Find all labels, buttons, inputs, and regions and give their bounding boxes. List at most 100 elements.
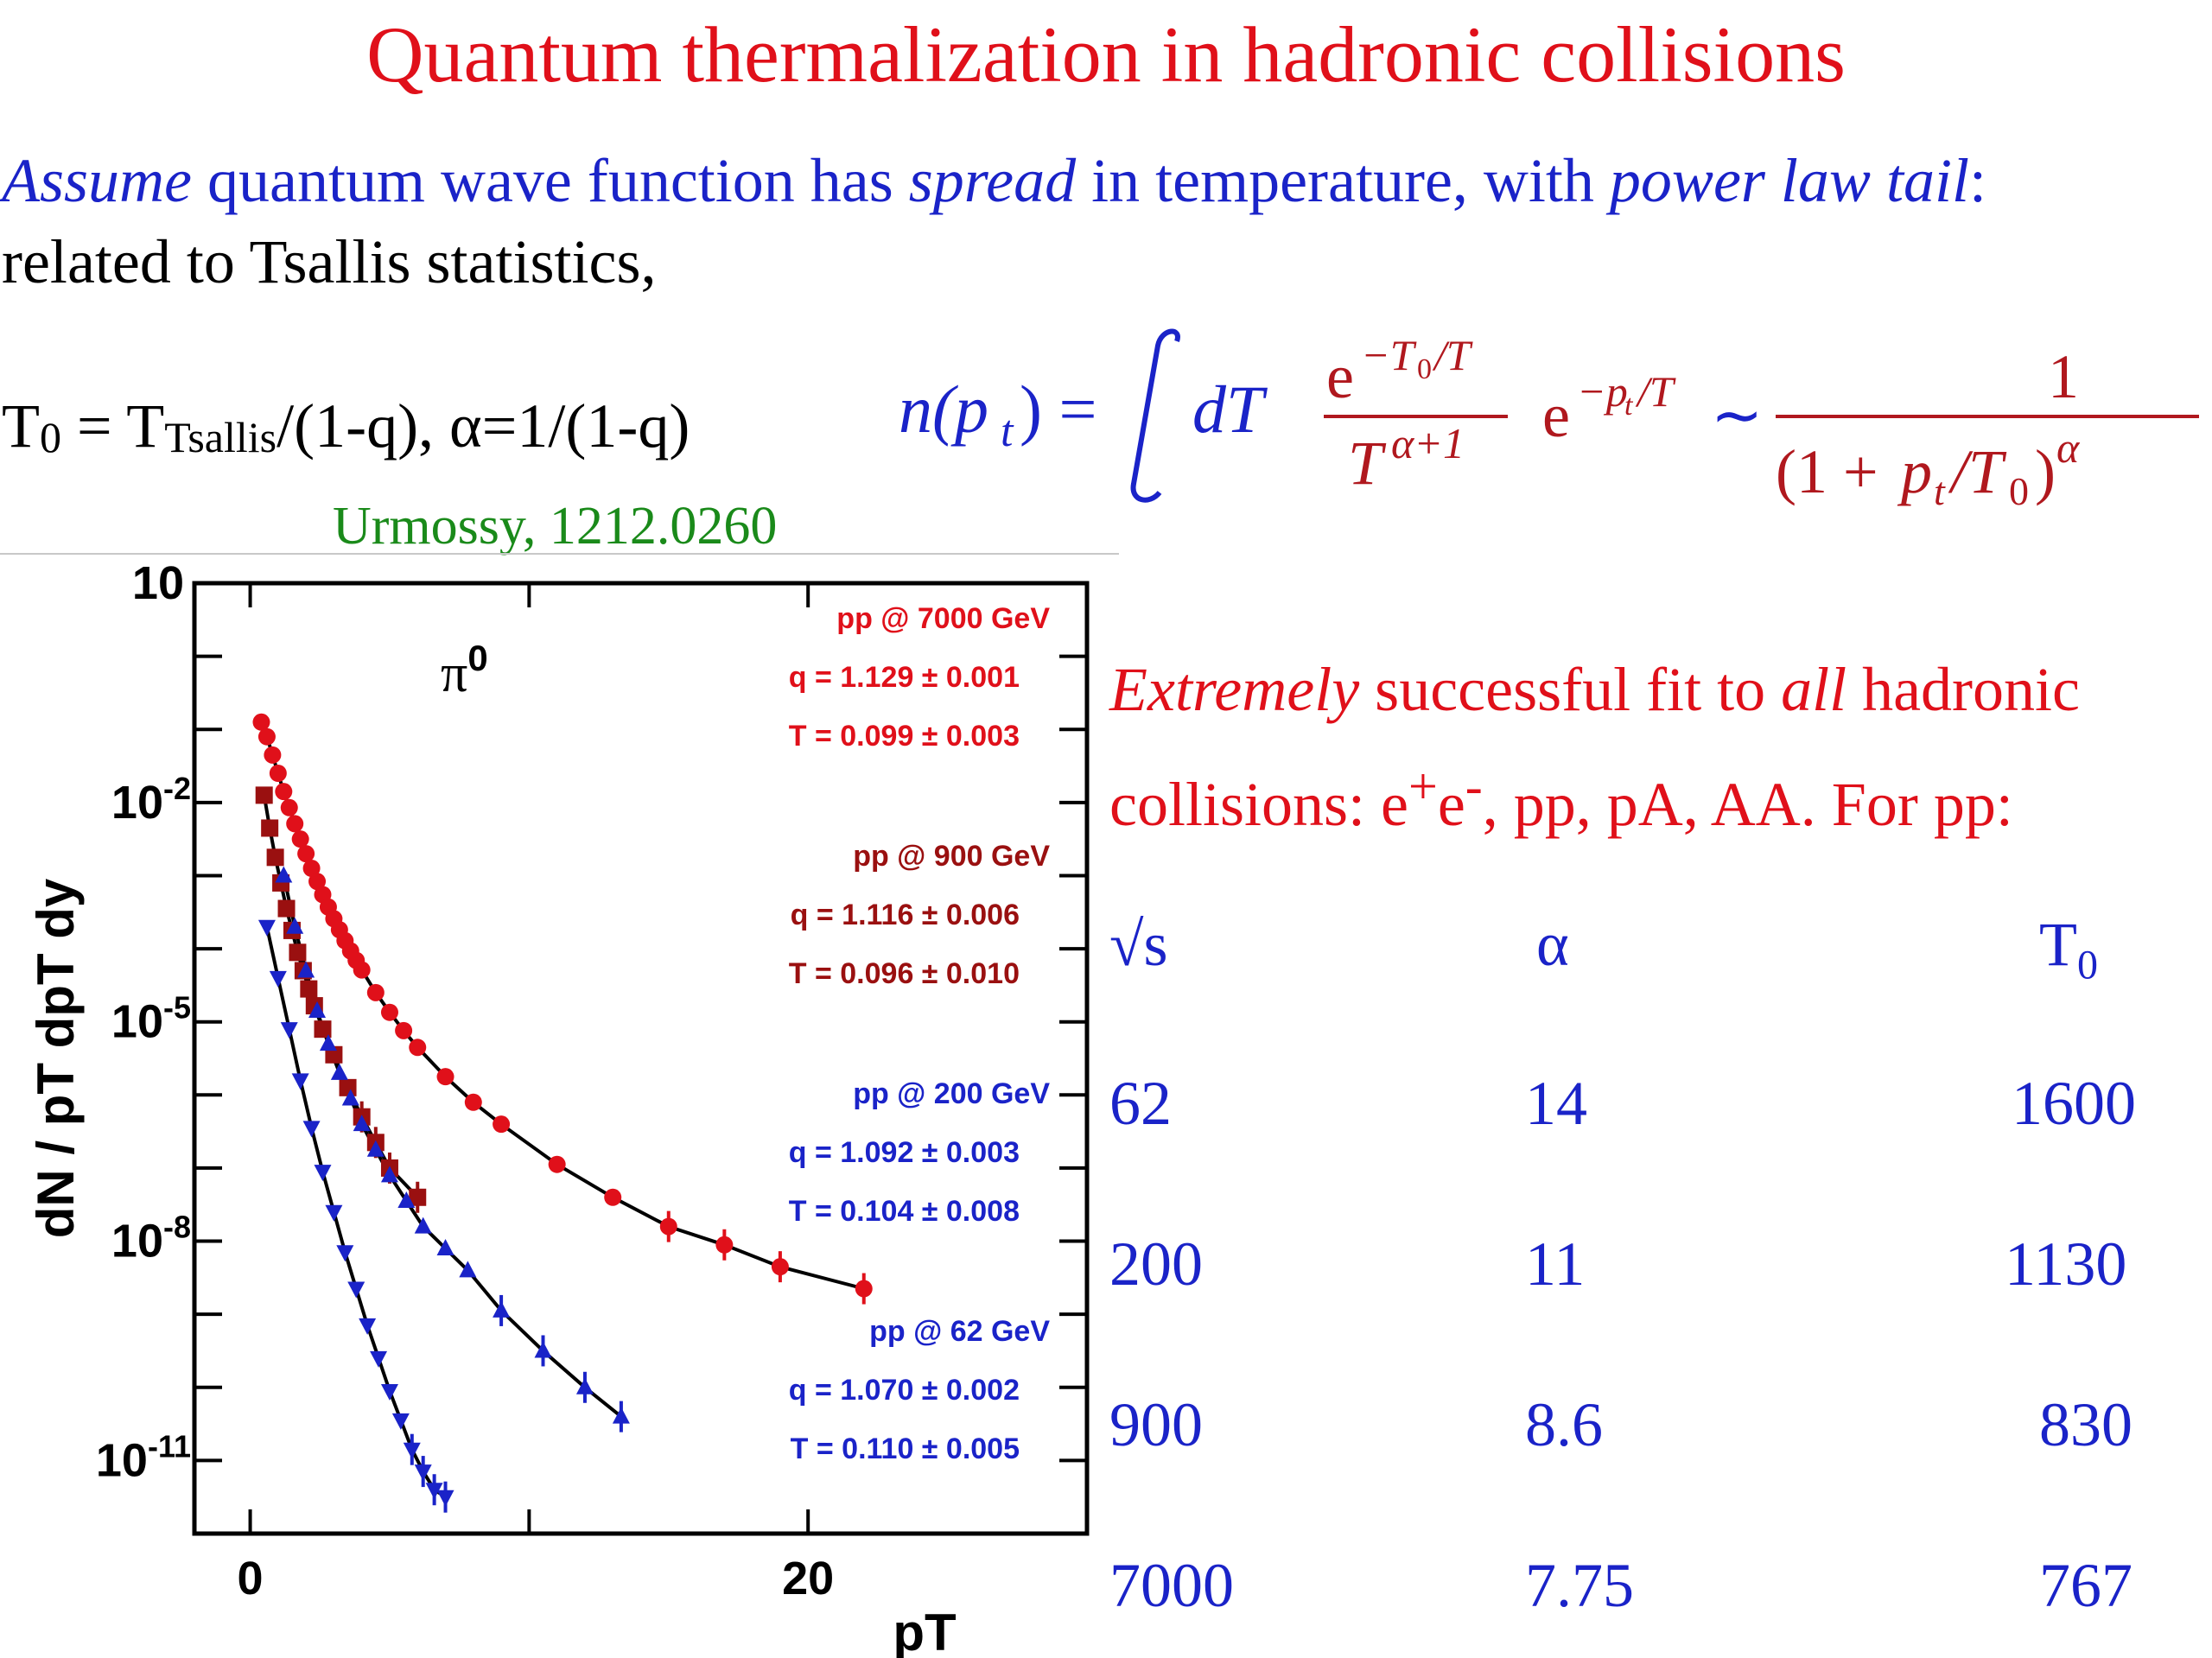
svg-text:−T: −T bbox=[1361, 331, 1417, 379]
data-point bbox=[280, 798, 298, 816]
svg-text:e: e bbox=[1542, 381, 1570, 450]
tdef-sub: Tsallis bbox=[164, 413, 277, 461]
data-point bbox=[436, 1239, 454, 1255]
svg-text:e: e bbox=[1326, 342, 1354, 411]
legend-t: T = 0.110 ± 0.005 bbox=[791, 1432, 1020, 1465]
fit-sup: - bbox=[1465, 758, 1483, 815]
y-tick-label: 10 bbox=[132, 557, 184, 609]
data-point bbox=[370, 1350, 388, 1368]
table-cell: 7000 bbox=[1109, 1551, 1234, 1620]
tdef-part: T bbox=[2, 391, 40, 461]
intro-text: in temperature, with bbox=[1076, 146, 1610, 215]
svg-text:): ) bbox=[2035, 437, 2056, 506]
intro-text: : bbox=[1968, 146, 1986, 215]
svg-text:dT: dT bbox=[1192, 372, 1268, 447]
data-point bbox=[261, 819, 279, 837]
data-point bbox=[548, 1155, 566, 1173]
data-point bbox=[459, 1261, 477, 1278]
citation: Urmossy, 1212.0260 bbox=[333, 497, 778, 556]
legend-series-name: pp @ 200 GeV bbox=[853, 1077, 1050, 1110]
y-tick-label: 10-5 bbox=[111, 990, 191, 1048]
svg-text:p: p bbox=[1897, 437, 1932, 506]
legend-t: T = 0.104 ± 0.008 bbox=[789, 1195, 1020, 1228]
fit-all: all bbox=[1781, 655, 1847, 724]
data-point bbox=[314, 1020, 332, 1039]
data-point bbox=[359, 1318, 377, 1335]
data-point bbox=[297, 961, 315, 978]
fit-text: successful fit to bbox=[1359, 655, 1782, 724]
y-tick-label: 10-8 bbox=[111, 1210, 191, 1267]
fit-text: e bbox=[1437, 770, 1465, 839]
legend-t: T = 0.099 ± 0.003 bbox=[789, 720, 1020, 753]
data-point bbox=[302, 860, 321, 877]
data-point bbox=[366, 983, 385, 1001]
data-point bbox=[302, 1121, 321, 1138]
legend-series-name: pp @ 62 GeV bbox=[869, 1315, 1050, 1348]
data-point bbox=[380, 1384, 398, 1401]
data-point bbox=[341, 1089, 359, 1106]
data-point bbox=[264, 746, 282, 764]
y-tick-label: 10-2 bbox=[111, 771, 191, 829]
legend-q: q = 1.070 ± 0.002 bbox=[789, 1374, 1020, 1407]
data-point bbox=[277, 899, 296, 918]
svg-text:t: t bbox=[1001, 407, 1014, 456]
data-point bbox=[257, 919, 276, 937]
svg-text:α+1: α+1 bbox=[1391, 419, 1465, 467]
data-point bbox=[255, 786, 273, 804]
svg-text:0: 0 bbox=[1417, 353, 1432, 385]
fit-text: , pp, pA, AA. For pp: bbox=[1482, 770, 2013, 839]
data-point bbox=[286, 917, 304, 934]
svg-text:) =: ) = bbox=[1020, 372, 1096, 447]
table-cell: 7.75 bbox=[1525, 1551, 1634, 1620]
data-point bbox=[493, 1115, 511, 1134]
svg-text:1: 1 bbox=[2048, 342, 2079, 411]
table-cell: 200 bbox=[1109, 1229, 1203, 1299]
svg-text:t: t bbox=[1934, 469, 1946, 513]
fit-description: Extremely successful fit to all hadronic… bbox=[1109, 641, 2198, 853]
data-point bbox=[353, 1115, 371, 1132]
data-point bbox=[291, 830, 309, 848]
svg-text:(1 +: (1 + bbox=[1776, 437, 1878, 506]
fit-curve bbox=[282, 875, 623, 1419]
svg-text:−p: −p bbox=[1577, 367, 1628, 416]
svg-text:∼: ∼ bbox=[1711, 381, 1763, 450]
data-point bbox=[252, 713, 270, 731]
legend-q: q = 1.129 ± 0.001 bbox=[789, 661, 1020, 694]
svg-text:/T: /T bbox=[1432, 331, 1473, 379]
table-cell: 14 bbox=[1525, 1069, 1587, 1138]
intro-assume: Assume bbox=[2, 146, 192, 215]
table-cell: 1600 bbox=[2012, 1069, 2136, 1138]
data-point bbox=[464, 1093, 482, 1111]
legend-q: q = 1.116 ± 0.006 bbox=[791, 899, 1020, 931]
legend-q: q = 1.092 ± 0.003 bbox=[789, 1136, 1020, 1169]
data-point bbox=[604, 1188, 622, 1206]
data-point bbox=[308, 873, 327, 891]
y-axis-label: dN / pT dpT dy bbox=[27, 878, 85, 1238]
legend-series-name: pp @ 7000 GeV bbox=[836, 602, 1050, 635]
table-cell: 830 bbox=[2039, 1390, 2133, 1459]
data-point bbox=[257, 727, 276, 746]
data-point bbox=[319, 1034, 337, 1051]
intro-line-1: Assume quantum wave function has spread … bbox=[2, 145, 1986, 217]
table-cell: 767 bbox=[2039, 1551, 2133, 1620]
table-cell: 62 bbox=[1109, 1069, 1172, 1138]
svg-text:/T: /T bbox=[1635, 367, 1676, 416]
data-point bbox=[366, 1140, 385, 1157]
data-point bbox=[291, 1073, 309, 1090]
intro-spread: spread bbox=[908, 146, 1077, 215]
data-point bbox=[275, 783, 293, 801]
data-point bbox=[286, 815, 304, 833]
fit-text: hadronic collisions: e bbox=[1109, 655, 2080, 839]
data-point bbox=[397, 1191, 416, 1208]
table-cell: 900 bbox=[1109, 1390, 1203, 1459]
table-cell: 11 bbox=[1525, 1229, 1586, 1299]
y-tick-label: 10-11 bbox=[96, 1428, 191, 1486]
fit-sup: + bbox=[1408, 758, 1438, 815]
legend-t: T = 0.096 ± 0.010 bbox=[789, 957, 1020, 990]
header-t0: T0 bbox=[2039, 910, 2098, 988]
divider bbox=[0, 553, 1119, 555]
data-point bbox=[308, 1001, 327, 1018]
svg-text:α: α bbox=[2056, 423, 2081, 472]
slide-title: Quantum thermalization in hadronic colli… bbox=[366, 10, 1846, 98]
data-point bbox=[266, 848, 284, 867]
